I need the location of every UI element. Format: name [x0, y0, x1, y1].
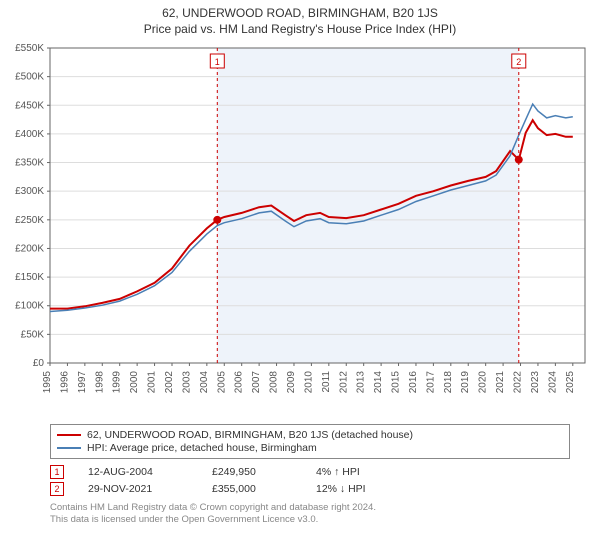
footer-attribution: Contains HM Land Registry data © Crown c… — [50, 502, 570, 527]
svg-text:2020: 2020 — [478, 371, 489, 394]
chart-title-sub: Price paid vs. HM Land Registry's House … — [0, 22, 600, 36]
svg-text:2001: 2001 — [147, 371, 158, 394]
svg-text:1999: 1999 — [112, 371, 123, 394]
svg-text:£350K: £350K — [15, 158, 44, 169]
footer-line1: Contains HM Land Registry data © Crown c… — [50, 502, 570, 514]
svg-text:2015: 2015 — [391, 371, 402, 394]
marker-hpi: 4% ↑ HPI — [316, 466, 396, 478]
marker-number-box: 1 — [50, 465, 64, 479]
svg-text:2021: 2021 — [495, 371, 506, 394]
svg-text:2010: 2010 — [303, 371, 314, 394]
chart-title-address: 62, UNDERWOOD ROAD, BIRMINGHAM, B20 1JS — [0, 6, 600, 20]
svg-text:£150K: £150K — [15, 272, 44, 283]
svg-text:2024: 2024 — [547, 371, 558, 394]
svg-text:£500K: £500K — [15, 72, 44, 83]
svg-text:£400K: £400K — [15, 129, 44, 140]
svg-text:£300K: £300K — [15, 186, 44, 197]
marker-date: 29-NOV-2021 — [88, 483, 188, 495]
svg-text:2023: 2023 — [530, 371, 541, 394]
svg-text:2013: 2013 — [356, 371, 367, 394]
svg-text:2016: 2016 — [408, 371, 419, 394]
svg-text:2022: 2022 — [513, 371, 524, 394]
svg-text:£50K: £50K — [21, 329, 45, 340]
svg-text:2018: 2018 — [443, 371, 454, 394]
svg-text:2012: 2012 — [338, 371, 349, 394]
chart-title-block: 62, UNDERWOOD ROAD, BIRMINGHAM, B20 1JS … — [0, 0, 600, 38]
footer-line2: This data is licensed under the Open Gov… — [50, 514, 570, 526]
svg-text:£250K: £250K — [15, 215, 44, 226]
legend-item: HPI: Average price, detached house, Birm… — [57, 442, 563, 454]
svg-text:2000: 2000 — [129, 371, 140, 394]
marker-row: 2 29-NOV-2021 £355,000 12% ↓ HPI — [50, 482, 570, 496]
svg-text:2004: 2004 — [199, 371, 210, 394]
svg-text:2017: 2017 — [425, 371, 436, 394]
line-chart: £0 £50K £100K £150K £200K £250K £300K £350K £400… — [0, 38, 600, 418]
svg-text:1997: 1997 — [77, 371, 88, 394]
svg-text:2014: 2014 — [373, 371, 384, 394]
svg-text:£550K: £550K — [15, 43, 44, 54]
marker-hpi: 12% ↓ HPI — [316, 483, 396, 495]
svg-text:£200K: £200K — [15, 243, 44, 254]
marker-price: £355,000 — [212, 483, 292, 495]
chart-area: £0 £50K £100K £150K £200K £250K £300K £350K £400… — [0, 38, 600, 418]
svg-text:1995: 1995 — [42, 371, 53, 394]
legend-item: 62, UNDERWOOD ROAD, BIRMINGHAM, B20 1JS … — [57, 429, 563, 441]
marker-price: £249,950 — [212, 466, 292, 478]
legend-label: 62, UNDERWOOD ROAD, BIRMINGHAM, B20 1JS … — [87, 429, 413, 441]
svg-text:2007: 2007 — [251, 371, 262, 394]
legend: 62, UNDERWOOD ROAD, BIRMINGHAM, B20 1JS … — [50, 424, 570, 459]
svg-text:£450K: £450K — [15, 100, 44, 111]
svg-text:1996: 1996 — [59, 371, 70, 394]
svg-text:2002: 2002 — [164, 371, 175, 394]
svg-text:1998: 1998 — [94, 371, 105, 394]
svg-text:£100K: £100K — [15, 301, 44, 312]
marker-row: 1 12-AUG-2004 £249,950 4% ↑ HPI — [50, 465, 570, 479]
svg-text:2008: 2008 — [269, 371, 280, 394]
legend-label: HPI: Average price, detached house, Birm… — [87, 442, 317, 454]
legend-swatch — [57, 447, 81, 449]
svg-text:2006: 2006 — [234, 371, 245, 394]
svg-text:2: 2 — [516, 57, 521, 67]
svg-text:2011: 2011 — [321, 371, 332, 393]
svg-text:2003: 2003 — [181, 371, 192, 394]
svg-text:1: 1 — [215, 57, 220, 67]
sale-marker-table: 1 12-AUG-2004 £249,950 4% ↑ HPI 2 29-NOV-2021… — [50, 465, 570, 496]
svg-text:2025: 2025 — [565, 371, 576, 394]
marker-date: 12-AUG-2004 — [88, 466, 188, 478]
svg-text:2009: 2009 — [286, 371, 297, 394]
svg-text:2019: 2019 — [460, 371, 471, 394]
svg-text:2005: 2005 — [216, 371, 227, 394]
marker-number-box: 2 — [50, 482, 64, 496]
svg-text:£0: £0 — [33, 358, 45, 369]
legend-swatch — [57, 434, 81, 436]
